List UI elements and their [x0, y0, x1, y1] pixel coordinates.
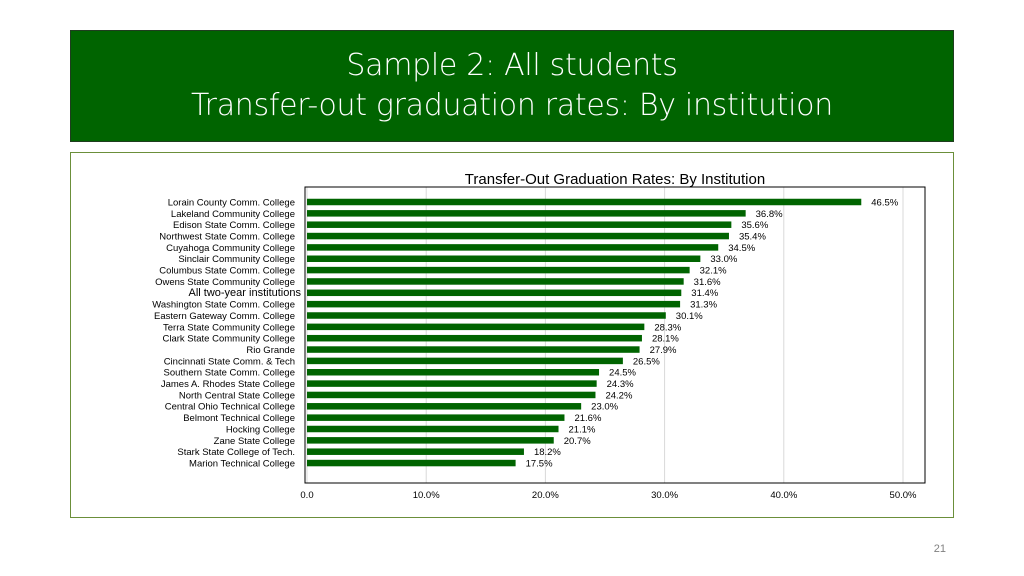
bar: [307, 300, 681, 308]
category-label: Hocking College: [226, 424, 295, 435]
category-label: Owens State Community College: [155, 277, 295, 288]
x-tick-label: 50.0%: [890, 490, 917, 501]
category-label: Lorain County Comm. College: [168, 197, 295, 208]
bar: [307, 380, 597, 387]
category-label: Northwest State Comm. College: [159, 231, 295, 242]
x-tick-label: 10.0%: [413, 490, 440, 501]
category-label: Columbus State Comm. College: [159, 266, 295, 277]
bar: [307, 210, 746, 217]
category-label: Rio Grande: [246, 345, 295, 356]
value-label: 21.6%: [574, 413, 601, 424]
bar: [307, 266, 690, 274]
bar: [307, 198, 862, 206]
bar: [307, 357, 623, 365]
value-label: 46.5%: [871, 197, 898, 208]
bar: [307, 255, 701, 262]
category-label: Marion Technical College: [189, 458, 295, 469]
bar: [307, 232, 729, 240]
value-label: 35.4%: [739, 231, 766, 242]
bar: [307, 244, 719, 251]
bar: [307, 323, 645, 331]
bar: [307, 334, 642, 342]
value-label: 27.9%: [650, 345, 677, 356]
bar: [307, 312, 666, 319]
page-number: 21: [933, 543, 946, 555]
chart-frame: Transfer-Out Graduation Rates: By Instit…: [70, 152, 954, 518]
category-label: Cuyahoga Community College: [166, 243, 295, 254]
bar: [307, 403, 582, 410]
bar: [307, 391, 596, 399]
category-label: Stark State College of Tech.: [177, 447, 295, 458]
slide-title-box: Sample 2: All students Transfer-out grad…: [70, 30, 954, 142]
bar: [307, 369, 600, 376]
value-label: 24.5%: [609, 368, 636, 379]
bar: [307, 448, 524, 455]
bar: [307, 221, 732, 228]
value-label: 18.2%: [534, 447, 561, 458]
value-label: 31.3%: [690, 300, 717, 311]
x-tick-label: 40.0%: [770, 490, 797, 501]
category-label: Southern State Comm. College: [164, 368, 295, 379]
value-label: 23.0%: [591, 402, 618, 413]
bar: [307, 278, 684, 285]
category-label: Terra State Community College: [163, 322, 295, 333]
category-label: North Central State College: [179, 390, 295, 401]
value-label: 31.4%: [691, 288, 718, 299]
value-label: 31.6%: [694, 277, 721, 288]
bar: [307, 289, 682, 297]
bar: [307, 459, 516, 467]
category-label: Belmont Technical College: [183, 413, 295, 424]
category-label: Edison State Comm. College: [173, 220, 295, 231]
value-label: 17.5%: [526, 458, 553, 469]
bar-chart: Transfer-Out Graduation Rates: By Instit…: [152, 171, 926, 501]
value-label: 35.6%: [741, 220, 768, 231]
slide-title-line-2: Transfer-out graduation rates: By instit…: [191, 88, 833, 123]
value-label: 28.3%: [654, 322, 681, 333]
value-label: 21.1%: [569, 424, 596, 435]
bar: [307, 346, 640, 353]
x-tick-label: 20.0%: [532, 490, 559, 501]
value-label: 26.5%: [633, 356, 660, 367]
value-label: 24.3%: [607, 379, 634, 390]
category-label: Cincinnati State Comm. & Tech: [164, 356, 295, 367]
bar: [307, 425, 559, 433]
value-label: 28.1%: [652, 334, 679, 345]
value-label: 24.2%: [605, 390, 632, 401]
category-label: Washington State Comm. College: [152, 300, 295, 311]
bar: [307, 437, 554, 444]
value-label: 34.5%: [728, 243, 755, 254]
value-label: 36.8%: [756, 209, 783, 220]
category-label: Sinclair Community College: [178, 254, 295, 265]
category-label: All two-year institutions: [189, 287, 302, 299]
value-label: 20.7%: [564, 436, 591, 447]
bar: [307, 414, 565, 421]
value-label: 32.1%: [700, 266, 727, 277]
category-label: Lakeland Community College: [171, 209, 295, 220]
value-label: 33.0%: [710, 254, 737, 265]
category-label: Eastern Gateway Comm. College: [154, 311, 295, 322]
slide-title-line-1: Sample 2: All students: [346, 48, 678, 83]
category-label: Central Ohio Technical College: [165, 402, 295, 413]
category-label: Zane State College: [214, 436, 295, 447]
plot-area: [304, 186, 926, 484]
chart-title: Transfer-Out Graduation Rates: By Instit…: [465, 171, 765, 188]
category-label: James A. Rhodes State College: [161, 379, 295, 390]
x-tick-label: 0.0: [300, 490, 313, 501]
value-label: 30.1%: [676, 311, 703, 322]
x-tick-label: 30.0%: [651, 490, 678, 501]
category-label: Clark State Community College: [162, 334, 295, 345]
